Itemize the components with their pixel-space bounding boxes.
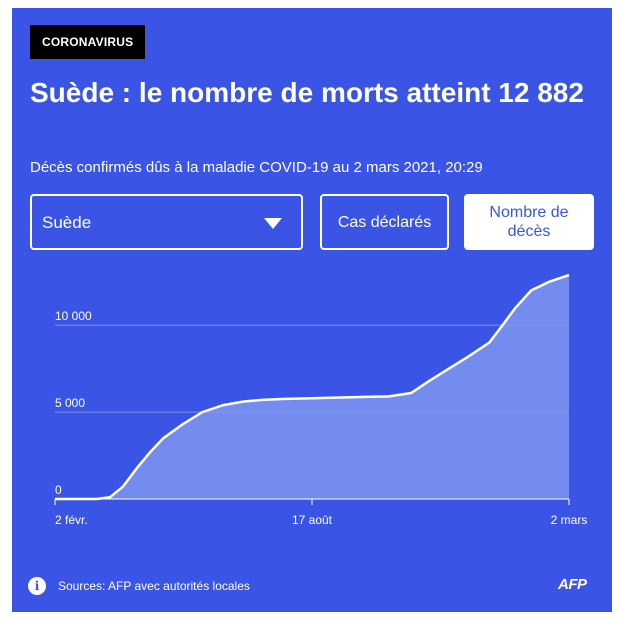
area-chart: 0 5 000 10 000 2 févr. 17 août 2 mars bbox=[54, 273, 588, 527]
y-tick-label: 5 000 bbox=[55, 396, 85, 410]
chart-card: CORONAVIRUS Suède : le nombre de morts a… bbox=[12, 8, 612, 612]
y-axis: 0 5 000 10 000 bbox=[55, 309, 92, 497]
country-select[interactable]: Suède bbox=[30, 194, 303, 250]
chart-subtitle: Décès confirmés dûs à la maladie COVID-1… bbox=[30, 159, 483, 176]
info-icon[interactable]: i bbox=[28, 577, 46, 595]
chart-area bbox=[55, 275, 569, 499]
y-tick-label: 10 000 bbox=[55, 309, 92, 323]
chevron-down-icon bbox=[264, 218, 282, 229]
x-tick-label: 2 févr. bbox=[55, 513, 88, 527]
afp-logo: AFP bbox=[558, 576, 587, 593]
x-tick-label: 17 août bbox=[292, 513, 333, 527]
y-tick-label: 0 bbox=[55, 483, 62, 497]
chart-line bbox=[55, 273, 570, 501]
deaths-button[interactable]: Nombre de décès bbox=[464, 194, 594, 250]
cases-button[interactable]: Cas déclarés bbox=[320, 194, 449, 250]
source-text: Sources: AFP avec autorités locales bbox=[58, 579, 250, 593]
chart-title: Suède : le nombre de morts atteint 12 88… bbox=[30, 77, 584, 108]
category-badge: CORONAVIRUS bbox=[30, 25, 146, 59]
x-axis: 2 févr. 17 août 2 mars bbox=[54, 498, 588, 527]
source-note: i Sources: AFP avec autorités locales bbox=[28, 577, 250, 595]
x-tick-label: 2 mars bbox=[551, 513, 588, 527]
country-select-label: Suède bbox=[42, 213, 92, 232]
